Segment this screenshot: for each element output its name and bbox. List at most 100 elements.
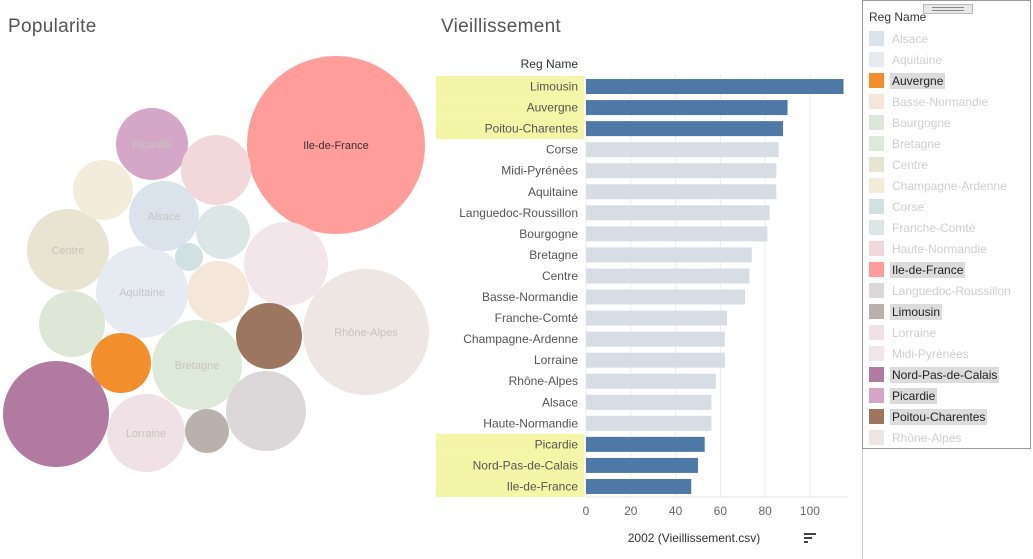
bar-chart[interactable]: Reg Name Limousin Auvergne Poitou-Charentes…: [430, 50, 860, 555]
bar-row-haute-normandie[interactable]: Haute-Normandie: [483, 415, 712, 431]
category-label[interactable]: Languedoc-Roussillon: [459, 206, 578, 220]
legend-item-champagne-ardenne[interactable]: Champagne-Ardenne: [869, 175, 1013, 196]
bubble-lorraine[interactable]: Lorraine: [107, 394, 185, 472]
bar-row-lorraine[interactable]: Lorraine: [534, 352, 725, 368]
bar[interactable]: [586, 394, 712, 410]
bubble-nord-pas-de-calais[interactable]: [3, 361, 109, 467]
bubble-franche-comte[interactable]: [196, 205, 250, 259]
legend-item-basse-normandie[interactable]: Basse-Normandie: [869, 91, 1013, 112]
bubble-circle[interactable]: [116, 108, 188, 180]
bubble-circle[interactable]: [152, 320, 242, 410]
bubble-circle[interactable]: [181, 135, 251, 205]
bubble-circle[interactable]: [185, 409, 229, 453]
legend-item-franche-comte[interactable]: Franche-Comté: [869, 217, 1013, 238]
bar-row-alsace[interactable]: Alsace: [542, 394, 712, 410]
bar-row-centre[interactable]: Centre: [542, 268, 750, 284]
bar-row-rhone-alpes[interactable]: Rhône-Alpes: [509, 373, 716, 389]
bar[interactable]: [586, 205, 770, 221]
category-label[interactable]: Limousin: [530, 80, 578, 94]
category-label[interactable]: Picardie: [535, 437, 579, 451]
bar-row-franche-comte[interactable]: Franche-Comté: [495, 310, 728, 326]
bubble-limousin[interactable]: [185, 409, 229, 453]
bubble-ile-de-france[interactable]: Ile-de-France: [247, 56, 425, 234]
bar[interactable]: [586, 436, 705, 452]
bar[interactable]: [586, 352, 725, 368]
legend-item-ile-de-france[interactable]: Ile-de-France: [869, 259, 1013, 280]
legend-item-rhone-alpes[interactable]: Rhône-Alpes: [869, 427, 1013, 448]
legend-item-bourgogne[interactable]: Bourgogne: [869, 112, 1013, 133]
bar-row-languedoc-roussillon[interactable]: Languedoc-Roussillon: [459, 205, 770, 221]
bubble-circle[interactable]: [3, 361, 109, 467]
bar-row-aquitaine[interactable]: Aquitaine: [528, 184, 777, 200]
bubble-haute-normandie[interactable]: [181, 135, 251, 205]
legend-item-languedoc-roussillon[interactable]: Languedoc-Roussillon: [869, 280, 1013, 301]
bubble-alsace[interactable]: Alsace: [129, 181, 199, 251]
bar[interactable]: [586, 247, 752, 263]
legend-drag-handle[interactable]: [923, 4, 973, 14]
bar[interactable]: [586, 457, 698, 473]
bar[interactable]: [586, 268, 750, 284]
bar[interactable]: [586, 142, 779, 158]
bubble-chart[interactable]: Ile-de-France Rhône-Alpes Centre Aquitaine B…: [0, 45, 440, 475]
legend-item-poitou-charentes[interactable]: Poitou-Charentes: [869, 406, 1013, 427]
legend-item-corse[interactable]: Corse: [869, 196, 1013, 217]
category-label[interactable]: Poitou-Charentes: [485, 122, 578, 136]
bubble-circle[interactable]: [226, 371, 306, 451]
bar-row-picardie[interactable]: Picardie: [436, 433, 705, 455]
bubble-rhone-alpes[interactable]: Rhône-Alpes: [303, 269, 429, 395]
category-label[interactable]: Lorraine: [534, 353, 578, 367]
bubble-circle[interactable]: [303, 269, 429, 395]
bubble-corse[interactable]: [175, 243, 203, 271]
bar[interactable]: [586, 331, 725, 347]
bar-row-corse[interactable]: Corse: [546, 142, 779, 158]
bubble-circle[interactable]: [247, 56, 425, 234]
bubble-circle[interactable]: [73, 160, 133, 220]
bubble-circle[interactable]: [39, 291, 105, 357]
bubble-circle[interactable]: [187, 261, 249, 323]
legend-item-alsace[interactable]: Alsace: [869, 28, 1013, 49]
category-label[interactable]: Haute-Normandie: [483, 416, 578, 430]
bubble-circle[interactable]: [196, 205, 250, 259]
bar[interactable]: [586, 478, 692, 494]
category-label[interactable]: Auvergne: [527, 101, 579, 115]
legend-item-aquitaine[interactable]: Aquitaine: [869, 49, 1013, 70]
category-label[interactable]: Franche-Comté: [495, 311, 579, 325]
bubble-bourgogne[interactable]: [39, 291, 105, 357]
legend-item-centre[interactable]: Centre: [869, 154, 1013, 175]
bar-row-champagne-ardenne[interactable]: Champagne-Ardenne: [463, 331, 725, 347]
bubble-poitou-charentes[interactable]: [236, 303, 302, 369]
legend-item-nord-pas-de-calais[interactable]: Nord-Pas-de-Calais: [869, 364, 1013, 385]
bubble-circle[interactable]: [129, 181, 199, 251]
bubble-circle[interactable]: [27, 209, 109, 291]
bubble-aquitaine[interactable]: Aquitaine: [96, 246, 188, 338]
bar[interactable]: [586, 184, 777, 200]
bubble-basse-normandie[interactable]: [187, 261, 249, 323]
category-label[interactable]: Corse: [546, 143, 578, 157]
legend-item-haute-normandie[interactable]: Haute-Normandie: [869, 238, 1013, 259]
bar-row-ile-de-france[interactable]: Ile-de-France: [436, 475, 692, 497]
legend-item-picardie[interactable]: Picardie: [869, 385, 1013, 406]
bubble-circle[interactable]: [91, 333, 151, 393]
legend-panel[interactable]: Reg Name Alsace Aquitaine Auvergne Basse-No…: [862, 0, 1031, 449]
bar[interactable]: [586, 79, 844, 95]
category-label[interactable]: Aquitaine: [528, 185, 578, 199]
bar[interactable]: [586, 373, 716, 389]
category-label[interactable]: Centre: [542, 269, 578, 283]
bubble-midi-pyrenees[interactable]: [244, 222, 328, 306]
bar-row-nord-pas-de-calais[interactable]: Nord-Pas-de-Calais: [436, 454, 698, 476]
bubble-circle[interactable]: [175, 243, 203, 271]
bar-row-basse-normandie[interactable]: Basse-Normandie: [482, 289, 745, 305]
bubble-circle[interactable]: [96, 246, 188, 338]
bubble-bretagne[interactable]: Bretagne: [152, 320, 242, 410]
bubble-circle[interactable]: [236, 303, 302, 369]
bar-row-auvergne[interactable]: Auvergne: [436, 97, 788, 119]
legend-item-auvergne[interactable]: Auvergne: [869, 70, 1013, 91]
bar[interactable]: [586, 100, 788, 116]
bar[interactable]: [586, 289, 745, 305]
bar-row-bourgogne[interactable]: Bourgogne: [519, 226, 768, 242]
legend-item-limousin[interactable]: Limousin: [869, 301, 1013, 322]
legend-item-lorraine[interactable]: Lorraine: [869, 322, 1013, 343]
bubble-circle[interactable]: [107, 394, 185, 472]
bar-row-limousin[interactable]: Limousin: [436, 76, 844, 98]
bar-row-bretagne[interactable]: Bretagne: [529, 247, 752, 263]
